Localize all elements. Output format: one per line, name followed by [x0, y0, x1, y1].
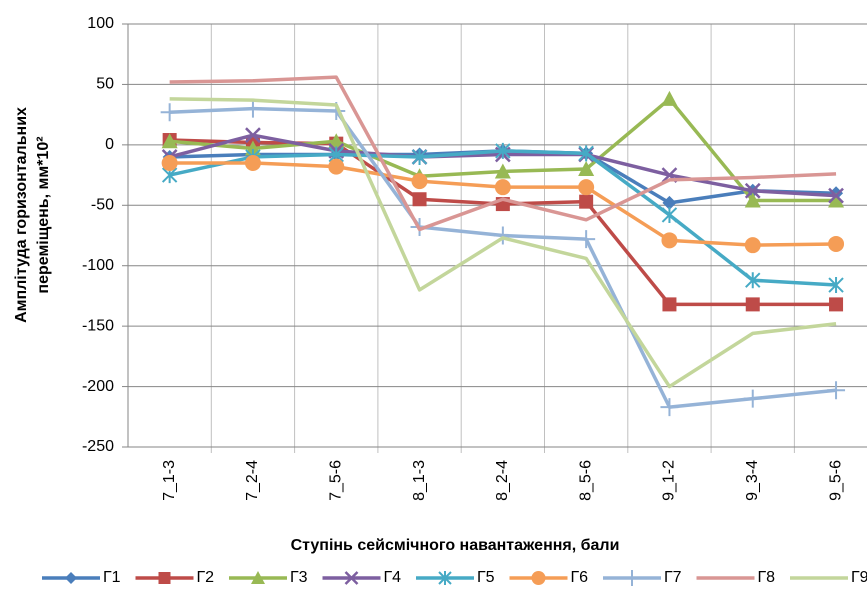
legend-label: Г6	[571, 569, 589, 586]
marker	[244, 154, 261, 171]
x-tick-label: 8_5-6	[577, 460, 594, 501]
legend-item: Г4	[322, 569, 402, 586]
marker	[745, 297, 760, 312]
marker	[828, 187, 844, 204]
legend-label: Г4	[384, 569, 402, 586]
marker	[744, 237, 761, 254]
marker	[577, 230, 596, 249]
marker	[829, 297, 844, 312]
marker	[328, 158, 345, 175]
legend-item: Г2	[135, 569, 215, 586]
x-tick-label: 9_3-4	[744, 460, 761, 501]
marker	[158, 572, 171, 584]
legend-item: Г6	[509, 569, 589, 586]
x-axis-title: Ступінь сейсмічного навантаження, бали	[291, 537, 620, 554]
y-tick-label: -100	[82, 257, 114, 274]
marker	[745, 272, 761, 289]
marker	[662, 297, 677, 312]
marker	[828, 277, 844, 294]
legend-label: Г3	[290, 569, 308, 586]
marker	[662, 195, 677, 210]
x-tick-label: 9_5-6	[827, 460, 844, 501]
marker	[578, 179, 595, 196]
x-tick-label: 8_2-4	[494, 460, 511, 501]
marker	[493, 226, 512, 245]
x-tick-label: 7_5-6	[327, 460, 344, 501]
marker	[411, 148, 428, 165]
marker	[328, 133, 345, 149]
y-tick-label: -200	[82, 378, 114, 395]
marker	[827, 381, 846, 400]
x-tick-label: 7_2-4	[244, 460, 261, 501]
x-tick-label: 8_1-3	[411, 460, 428, 501]
marker	[344, 571, 359, 585]
legend-item: Г5	[416, 569, 495, 586]
marker	[744, 182, 761, 199]
marker	[661, 232, 678, 249]
legend-label: Г9	[851, 569, 867, 586]
marker	[412, 192, 427, 207]
legend-item: Г9	[790, 569, 867, 586]
marker	[411, 173, 428, 190]
series-line	[169, 75, 837, 232]
marker	[495, 142, 511, 159]
marker	[579, 194, 594, 209]
legend-item: Г7	[603, 569, 682, 586]
marker	[243, 99, 262, 118]
marker	[661, 206, 678, 223]
y-tick-label: 50	[96, 76, 114, 93]
marker	[661, 90, 678, 106]
marker	[744, 192, 761, 208]
marker	[743, 389, 762, 408]
x-tick-label: 7_1-3	[161, 460, 178, 501]
y-tick-label: -250	[82, 438, 114, 455]
marker	[660, 398, 679, 417]
legend-item: Г8	[696, 569, 776, 586]
marker	[245, 127, 261, 144]
legend-label: Г2	[197, 569, 215, 586]
legend-label: Г5	[477, 569, 495, 586]
marker	[65, 572, 77, 584]
marker	[828, 192, 845, 208]
series-line	[169, 97, 837, 389]
marker	[251, 571, 265, 584]
marker	[578, 145, 594, 162]
marker	[161, 133, 178, 149]
marker	[438, 571, 452, 585]
legend-item: Г3	[229, 569, 308, 586]
legend-label: Г8	[758, 569, 776, 586]
y-tick-label: -50	[91, 197, 114, 214]
legend-label: Г1	[103, 569, 121, 586]
x-tick-label: 9_1-2	[661, 460, 678, 501]
marker	[828, 235, 845, 252]
y-axis-title: переміщень, мм*10²	[35, 136, 52, 293]
y-axis-title: Амплітуда горизонтальних	[13, 107, 30, 323]
marker	[160, 103, 179, 122]
marker	[494, 179, 511, 196]
y-tick-label: -150	[82, 317, 114, 334]
y-tick-label: 100	[87, 15, 114, 32]
y-tick-label: 0	[105, 136, 114, 153]
legend-label: Г7	[664, 569, 682, 586]
marker	[494, 163, 511, 179]
marker	[161, 154, 178, 171]
marker	[578, 161, 595, 177]
marker	[624, 570, 640, 586]
marker	[531, 571, 546, 585]
legend-item: Г1	[42, 569, 121, 586]
